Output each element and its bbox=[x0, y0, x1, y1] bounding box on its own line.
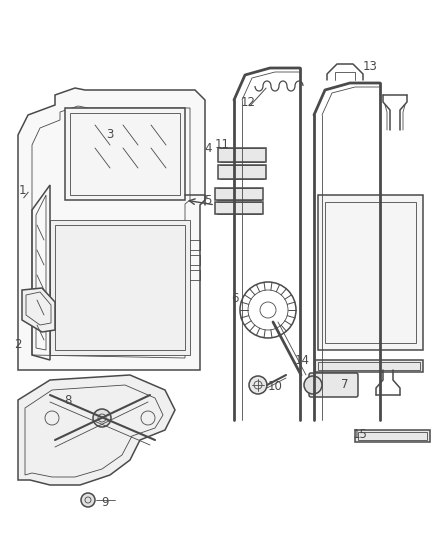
Text: 2: 2 bbox=[14, 338, 22, 351]
Text: 14: 14 bbox=[294, 353, 310, 367]
Bar bbox=[218, 165, 266, 179]
Text: 8: 8 bbox=[64, 393, 72, 407]
Bar bbox=[355, 430, 430, 442]
Bar bbox=[55, 225, 185, 350]
Bar bbox=[70, 113, 180, 195]
Bar bbox=[318, 195, 423, 350]
Text: 11: 11 bbox=[215, 139, 230, 151]
Bar bbox=[215, 188, 263, 200]
Polygon shape bbox=[65, 108, 185, 200]
Bar bbox=[50, 220, 190, 355]
Bar bbox=[318, 362, 420, 370]
Text: 15: 15 bbox=[353, 429, 367, 441]
Text: 6: 6 bbox=[231, 292, 239, 304]
Polygon shape bbox=[18, 88, 205, 370]
Text: 3: 3 bbox=[106, 128, 114, 141]
Bar bbox=[315, 360, 423, 372]
Polygon shape bbox=[18, 375, 175, 485]
Bar bbox=[358, 432, 427, 440]
Bar bbox=[325, 202, 416, 343]
Text: 9: 9 bbox=[101, 497, 109, 510]
Text: 4: 4 bbox=[204, 141, 212, 155]
Circle shape bbox=[249, 376, 267, 394]
Circle shape bbox=[93, 409, 111, 427]
Text: 12: 12 bbox=[240, 95, 255, 109]
Bar bbox=[215, 202, 263, 214]
Text: 7: 7 bbox=[341, 378, 349, 392]
Bar bbox=[218, 148, 266, 162]
FancyBboxPatch shape bbox=[309, 373, 358, 397]
Text: 1: 1 bbox=[18, 183, 26, 197]
Circle shape bbox=[304, 376, 322, 394]
Text: 10: 10 bbox=[268, 381, 283, 393]
Circle shape bbox=[81, 493, 95, 507]
Text: 13: 13 bbox=[363, 60, 378, 72]
Text: 5: 5 bbox=[204, 193, 212, 206]
Polygon shape bbox=[22, 288, 55, 332]
